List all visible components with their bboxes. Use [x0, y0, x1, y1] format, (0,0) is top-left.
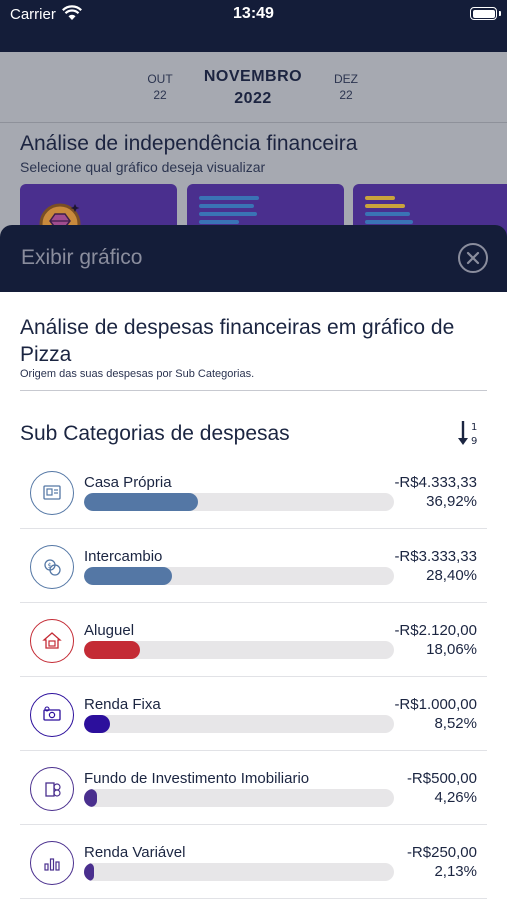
- sort-button[interactable]: 1 9: [457, 418, 483, 448]
- carrier-label: Carrier: [10, 6, 56, 23]
- divider: [0, 122, 507, 123]
- progress-track: [84, 863, 394, 881]
- progress-bar: [84, 715, 110, 733]
- section-title: Sub Categorias de despesas: [20, 422, 290, 445]
- svg-text:9: 9: [471, 436, 477, 447]
- category-amount: -R$250,00: [406, 844, 477, 861]
- category-name: Fundo de Investimento Imobiliario: [84, 770, 310, 787]
- progress-track: [84, 789, 394, 807]
- category-name: Renda Variável: [84, 844, 186, 861]
- wifi-icon: [62, 5, 82, 20]
- current-month-year: 2022: [234, 90, 272, 107]
- category-name: Renda Fixa: [84, 696, 161, 713]
- clock: 13:49: [233, 5, 274, 22]
- progress-track: [84, 493, 394, 511]
- progress-track: [84, 567, 394, 585]
- category-row[interactable]: Aluguel -R$2.120,00 18,06%: [20, 603, 487, 677]
- category-avatar: [30, 693, 74, 737]
- bar-lines-icon: [365, 196, 413, 228]
- category-row[interactable]: $ Intercambio -R$3.333,33 28,40%: [20, 529, 487, 603]
- background-title: Análise de independência financeira: [20, 132, 358, 155]
- category-percent: 18,06%: [426, 641, 477, 658]
- status-bar: Carrier 13:49: [0, 0, 507, 52]
- modal-header: Exibir gráfico: [0, 225, 507, 292]
- category-row[interactable]: Renda Variável -R$250,00 2,13%: [20, 825, 487, 899]
- chart-title: Análise de despesas financeiras em gráfi…: [20, 316, 455, 366]
- progress-bar: [84, 863, 94, 881]
- battery-tip: [499, 11, 501, 16]
- building-coins-icon: [45, 782, 61, 797]
- category-amount: -R$1.000,00: [394, 696, 477, 713]
- chart-subtitle: Origem das suas despesas por Sub Categor…: [20, 368, 255, 380]
- battery-icon: [470, 7, 497, 20]
- close-button[interactable]: [458, 243, 488, 273]
- house-rent-icon: [42, 632, 62, 649]
- category-amount: -R$2.120,00: [394, 622, 477, 639]
- progress-bar: [84, 641, 140, 659]
- next-month-label: DEZ: [334, 72, 358, 86]
- category-avatar: [30, 767, 74, 811]
- house-document-icon: [43, 485, 61, 500]
- category-row[interactable]: Casa Própria -R$4.333,33 36,92%: [20, 455, 487, 529]
- next-month-year: 22: [339, 88, 353, 102]
- category-name: Intercambio: [84, 548, 163, 565]
- chart-bars-icon: [44, 858, 60, 871]
- svg-text:$: $: [48, 562, 52, 570]
- category-row[interactable]: Fundo de Investimento Imobiliario -R$500,…: [20, 751, 487, 825]
- category-name: Casa Própria: [84, 474, 172, 491]
- category-percent: 8,52%: [434, 715, 477, 732]
- category-avatar: $: [30, 545, 74, 589]
- sort-numeric-icon: 1 9: [458, 421, 477, 447]
- modal-content: Análise de despesas financeiras em gráfi…: [0, 292, 507, 900]
- category-avatar: [30, 471, 74, 515]
- modal-title: Exibir gráfico: [21, 246, 143, 269]
- svg-text:1: 1: [471, 422, 477, 433]
- category-row[interactable]: Renda Fixa -R$1.000,00 8,52%: [20, 677, 487, 751]
- previous-month-button[interactable]: OUT 22: [140, 71, 180, 103]
- previous-month-label: OUT: [147, 72, 173, 86]
- close-icon: [466, 251, 480, 265]
- current-month-label: NOVEMBRO: [203, 68, 303, 85]
- category-avatar: [30, 841, 74, 885]
- category-percent: 4,26%: [434, 789, 477, 806]
- category-amount: -R$3.333,33: [394, 548, 477, 565]
- divider: [20, 390, 487, 391]
- category-percent: 28,40%: [426, 567, 477, 584]
- category-avatar: [30, 619, 74, 663]
- bar-lines-icon: [199, 196, 259, 228]
- previous-month-year: 22: [153, 88, 167, 102]
- category-percent: 36,92%: [426, 493, 477, 510]
- category-percent: 2,13%: [434, 863, 477, 880]
- category-name: Aluguel: [84, 622, 135, 639]
- next-month-button[interactable]: DEZ 22: [326, 71, 366, 103]
- progress-bar: [84, 567, 172, 585]
- background-subtitle: Selecione qual gráfico deseja visualizar: [20, 159, 266, 175]
- money-icon: [43, 706, 61, 721]
- progress-bar: [84, 789, 97, 807]
- progress-track: [84, 715, 394, 733]
- category-amount: -R$500,00: [406, 770, 477, 787]
- progress-bar: [84, 493, 198, 511]
- current-month: NOVEMBRO 2022: [183, 66, 323, 110]
- progress-track: [84, 641, 394, 659]
- currency-exchange-icon: $: [44, 559, 61, 576]
- category-amount: -R$4.333,33: [394, 474, 477, 491]
- background-screen: OUT 22 NOVEMBRO 2022 DEZ 22 Análise de i…: [0, 52, 507, 252]
